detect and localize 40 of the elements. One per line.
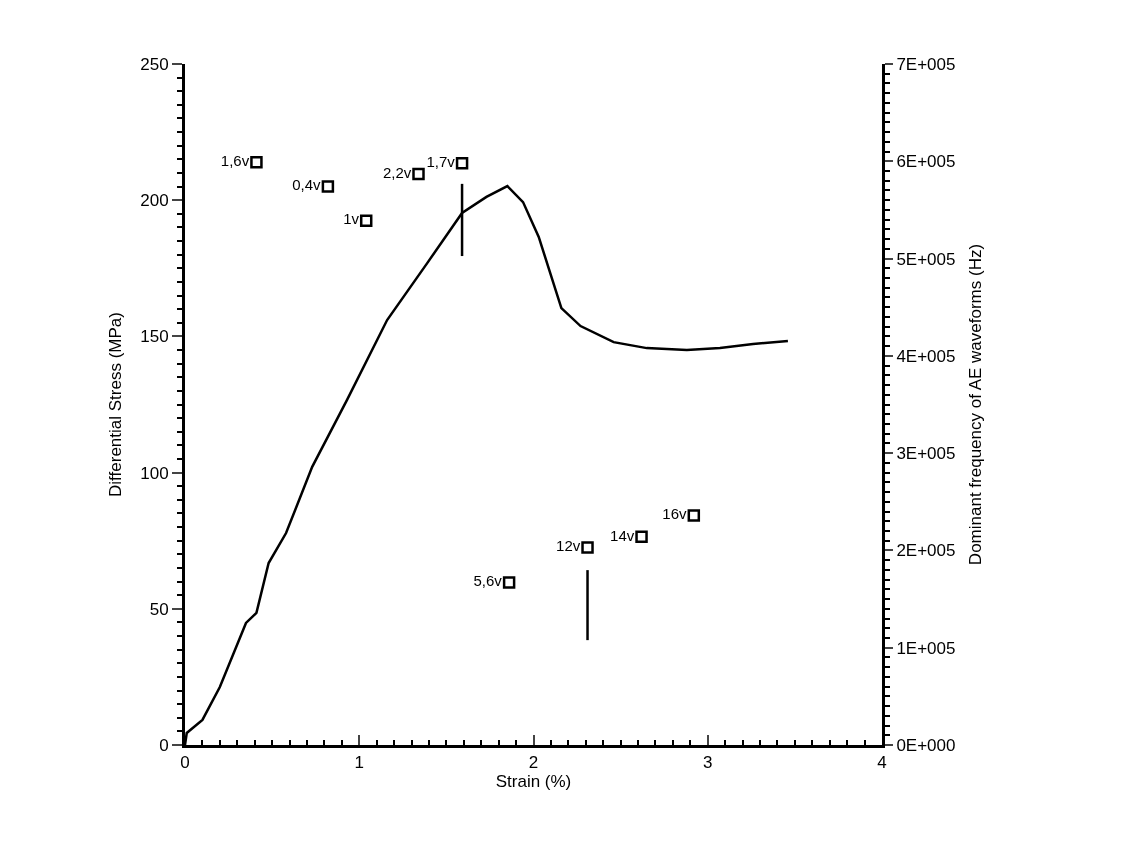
point bbox=[502, 576, 516, 589]
series-label: 5,6v bbox=[473, 572, 503, 590]
y2-tick-label: 5E+005 bbox=[896, 249, 956, 269]
y2-tick-label: 2E+005 bbox=[896, 541, 956, 561]
x-tick-label: 3 bbox=[703, 753, 713, 773]
series-label: 2,2v bbox=[382, 163, 412, 181]
y-tick-label: 200 bbox=[140, 191, 169, 211]
series-label: 1,6v bbox=[220, 152, 250, 170]
x-tick-label: 4 bbox=[877, 753, 887, 773]
y2-tick-label: 4E+005 bbox=[896, 346, 956, 366]
y2-tick-label: 0E+000 bbox=[896, 735, 956, 755]
y-tick-label: 150 bbox=[140, 327, 169, 347]
point bbox=[687, 509, 701, 522]
y-axis-title: Differential Stress (MPa) bbox=[105, 312, 125, 497]
point bbox=[455, 156, 469, 170]
x-axis-title: Strain (%) bbox=[495, 772, 572, 792]
series-label: 0,4v bbox=[292, 176, 322, 194]
point bbox=[250, 156, 263, 169]
point bbox=[321, 180, 335, 193]
series-label: 1,7v bbox=[426, 152, 456, 170]
point bbox=[581, 541, 594, 554]
x-tick-label: 0 bbox=[180, 753, 190, 773]
y-tick-label: 0 bbox=[159, 735, 169, 755]
series-label: 14v bbox=[610, 526, 635, 544]
series-label: 1v bbox=[343, 210, 360, 228]
y2-tick-label: 7E+005 bbox=[896, 54, 956, 74]
point bbox=[412, 167, 425, 181]
y2-axis-title: Dominant frequency of AE waveforms (Hz) bbox=[965, 243, 985, 566]
x-tick-label: 1 bbox=[354, 753, 364, 773]
y2-tick-label: 1E+005 bbox=[896, 638, 956, 658]
y-tick-label: 50 bbox=[149, 599, 169, 619]
point bbox=[635, 530, 648, 544]
point bbox=[359, 214, 373, 227]
y-tick-label: 250 bbox=[140, 54, 169, 74]
series-label: 16v bbox=[662, 505, 688, 523]
x-tick-label: 2 bbox=[528, 753, 539, 773]
y2-tick-label: 3E+005 bbox=[896, 444, 956, 464]
series-label: 12v bbox=[556, 537, 581, 555]
y2-tick-label: 6E+005 bbox=[896, 152, 956, 172]
y-tick-label: 100 bbox=[140, 463, 169, 483]
